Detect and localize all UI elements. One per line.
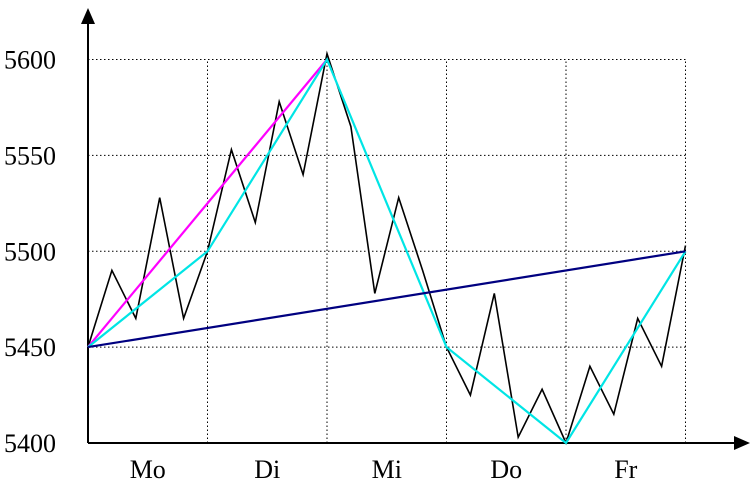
y-tick-label: 5500 [4,237,56,266]
x-axis-arrow [734,436,750,450]
series-line-3 [87,57,687,445]
grid [88,59,686,443]
y-tick-labels: 5400 5450 5500 5550 5600 [4,46,56,459]
series-lines [87,50,687,446]
series-line-2 [87,58,328,348]
y-tick-label: 5600 [4,46,56,75]
x-tick-label: Fr [614,455,637,484]
x-tick-label: Do [490,455,522,484]
y-tick-label: 5400 [4,429,56,458]
y-tick-label: 5450 [4,333,56,362]
y-axis-arrow [81,8,95,24]
x-tick-label: Mo [130,455,166,484]
series-line-4 [87,250,686,349]
x-tick-label: Mi [372,455,402,484]
y-tick-label: 5550 [4,141,56,170]
x-tick-label: Di [254,455,280,484]
series-line-1 [87,50,687,446]
axes [81,8,750,450]
x-tick-labels: Mo Di Mi Do Fr [130,455,638,484]
